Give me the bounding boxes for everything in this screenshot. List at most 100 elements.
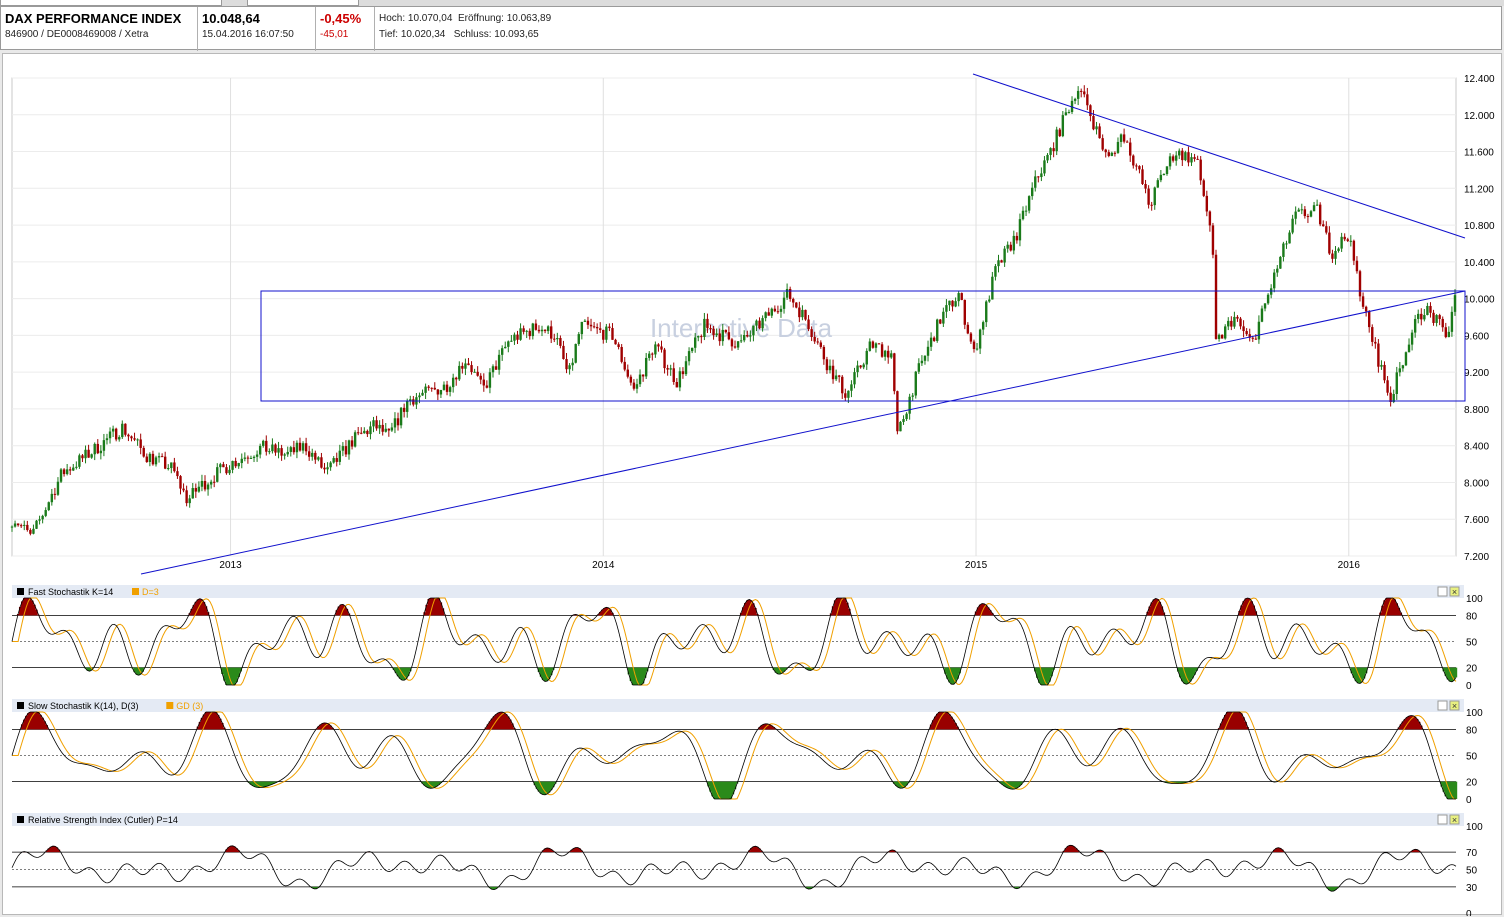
candle — [908, 393, 911, 420]
candle — [191, 482, 194, 499]
candle — [617, 342, 620, 350]
quote-header: DAX PERFORMANCE INDEX 846900 / DE0008469… — [0, 6, 1502, 51]
candle — [182, 483, 185, 493]
candle — [553, 333, 556, 343]
candle — [1015, 232, 1019, 244]
candle — [99, 445, 103, 460]
change-absolute: -45,01 — [320, 29, 349, 40]
candle — [978, 328, 982, 355]
panel-settings-button[interactable] — [1437, 700, 1448, 711]
candle — [451, 373, 455, 393]
candle — [1061, 111, 1065, 138]
chart-area: Interactive Data 12.400 12.000 11.600 11.20… — [2, 53, 1502, 916]
candle — [1309, 209, 1313, 218]
candle — [1003, 245, 1006, 267]
candle — [1447, 326, 1451, 338]
candle — [1168, 153, 1172, 170]
candle — [994, 264, 997, 281]
candle — [1147, 185, 1150, 209]
indicator-tick-label: 50 — [1466, 866, 1478, 877]
change-cell: -0,45% -45,01 — [316, 7, 375, 51]
candle — [1122, 128, 1126, 144]
candle — [114, 427, 118, 442]
candle — [525, 329, 528, 339]
candle — [1138, 165, 1141, 174]
candle — [1043, 156, 1046, 177]
candle — [87, 444, 90, 458]
candle — [1361, 292, 1365, 310]
close-icon[interactable]: × — [1452, 815, 1457, 825]
candle — [277, 441, 280, 459]
close-icon[interactable]: × — [1452, 587, 1457, 597]
candle — [1162, 173, 1166, 176]
candle — [1233, 311, 1236, 329]
candle — [893, 352, 896, 395]
candle — [531, 322, 535, 340]
candle — [804, 309, 807, 321]
top-strip — [0, 0, 1504, 6]
candle — [252, 455, 256, 463]
candle — [1386, 376, 1389, 396]
candle — [139, 433, 142, 455]
candle — [1181, 148, 1184, 167]
candle — [206, 482, 210, 496]
price-tick-label: 9.600 — [1464, 331, 1489, 342]
close-icon[interactable]: × — [1452, 701, 1457, 711]
indicator-title-bar — [12, 699, 1464, 712]
candle — [1245, 328, 1248, 337]
panel-close-button[interactable] — [1449, 814, 1460, 825]
candle — [874, 342, 878, 353]
candle — [850, 380, 853, 398]
candle — [1410, 329, 1414, 351]
candle — [954, 297, 957, 308]
resistance-trendline[interactable] — [972, 73, 1466, 239]
candle — [715, 328, 718, 338]
candle — [1364, 305, 1368, 317]
candle — [942, 307, 945, 327]
candle — [1260, 305, 1264, 323]
candle — [197, 481, 201, 493]
candle — [1423, 308, 1426, 322]
candle — [118, 435, 121, 442]
panel-close-button[interactable] — [1449, 700, 1460, 711]
candle — [497, 349, 501, 375]
candle — [743, 330, 746, 343]
candle — [1144, 179, 1147, 194]
candle — [528, 328, 531, 340]
candle — [243, 452, 247, 462]
candle — [936, 318, 939, 343]
time-axis: 2013 2014 2015 2016 — [219, 560, 1360, 571]
year-tick-label: 2013 — [219, 560, 242, 571]
candle — [770, 307, 773, 319]
candle — [1291, 214, 1294, 235]
candle — [1034, 170, 1037, 192]
top-tab-mid[interactable] — [247, 0, 359, 6]
candle — [504, 341, 507, 349]
candle — [1318, 202, 1322, 227]
candle — [519, 323, 522, 341]
candle — [485, 380, 489, 389]
panel-close-button[interactable] — [1449, 586, 1460, 597]
support-trendline[interactable] — [140, 290, 1466, 575]
candle — [644, 352, 648, 380]
price-tick-label: 7.600 — [1464, 515, 1489, 526]
trading-range-rectangle[interactable] — [260, 290, 1466, 402]
k-line-swatch — [17, 816, 24, 823]
top-tab-left[interactable] — [0, 0, 222, 6]
candle — [1337, 247, 1340, 253]
candle — [960, 292, 963, 301]
candle — [1159, 170, 1163, 183]
panel-settings-button[interactable] — [1437, 586, 1448, 597]
candle — [592, 321, 596, 329]
overbought-fill — [16, 598, 1403, 616]
candle — [378, 420, 381, 434]
drawn-trendlines[interactable] — [140, 73, 1466, 575]
candle — [1352, 239, 1356, 266]
candle — [59, 468, 63, 484]
candle — [795, 302, 798, 309]
candle — [841, 375, 844, 399]
candle — [1401, 364, 1405, 372]
panel-settings-button[interactable] — [1437, 814, 1448, 825]
candle — [222, 461, 225, 468]
candle — [988, 295, 991, 303]
